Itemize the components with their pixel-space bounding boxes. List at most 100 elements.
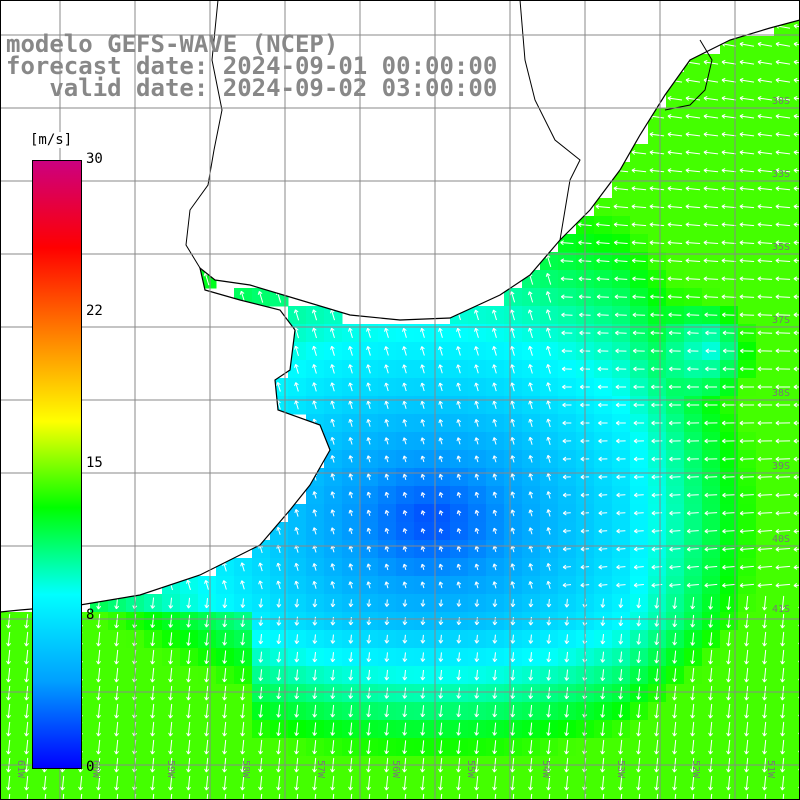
- wind-arrow: [527, 327, 533, 339]
- lon-label: 51W: [765, 760, 776, 779]
- wind-arrow: [757, 312, 773, 318]
- wind-arrow: [402, 327, 407, 338]
- wind-arrow: [561, 312, 573, 318]
- wind-arrow: [597, 348, 609, 354]
- wind-arrow: [329, 309, 336, 321]
- wind-arrow: [649, 204, 665, 209]
- wind-arrow: [384, 400, 389, 409]
- wind-arrow: [596, 294, 609, 300]
- wind-arrow: [793, 95, 800, 101]
- wind-arrow: [632, 294, 646, 300]
- wind-arrow: [474, 346, 479, 356]
- wind-arrow: [474, 382, 479, 392]
- wind-arrow: [739, 59, 755, 65]
- wind-arrow: [703, 95, 719, 101]
- wind-arrow: [633, 384, 645, 390]
- wind-arrow: [613, 204, 629, 209]
- wind-arrow: [474, 327, 479, 338]
- wind-arrow: [438, 382, 443, 392]
- wind-arrow: [775, 77, 791, 83]
- wind-arrow: [793, 312, 800, 318]
- wind-arrow: [757, 366, 773, 372]
- wind-arrow: [757, 168, 773, 173]
- wind-arrow: [687, 348, 699, 354]
- wind-arrow: [704, 312, 718, 318]
- wind-arrow: [703, 294, 719, 300]
- wind-arrow: [509, 309, 516, 321]
- wind-arrow: [527, 309, 534, 321]
- wind-arrow: [687, 330, 699, 336]
- wind-arrow: [597, 330, 609, 336]
- lon-label: 57W: [315, 760, 326, 779]
- wind-arrow: [667, 186, 683, 191]
- wind-arrow: [545, 309, 552, 321]
- wind-arrow: [561, 366, 572, 372]
- wind-arrow: [649, 150, 665, 155]
- wind-arrow: [685, 77, 701, 83]
- wind-arrow: [793, 348, 800, 354]
- lon-label: 59W: [165, 760, 176, 779]
- wind-arrow: [775, 168, 791, 173]
- wind-arrow: [722, 330, 736, 336]
- wind-arrow: [757, 41, 773, 47]
- wind-arrow: [739, 95, 755, 101]
- wind-arrow: [615, 348, 627, 354]
- wind-arrow: [685, 258, 701, 264]
- wind-arrow: [793, 276, 800, 282]
- wind-arrow: [257, 290, 264, 303]
- lat-label: 33S: [772, 169, 790, 180]
- wind-arrow: [510, 327, 515, 338]
- wind-arrow: [631, 168, 647, 173]
- wind-arrow: [757, 294, 773, 300]
- wind-arrow: [312, 382, 317, 392]
- wind-arrow: [632, 330, 645, 336]
- wind-arrow: [721, 113, 737, 119]
- wind-arrow: [703, 168, 719, 173]
- wind-arrow: [631, 186, 647, 191]
- wind-arrow: [402, 400, 407, 409]
- wind-arrows: [6, 5, 800, 800]
- lon-label: 53W: [615, 760, 626, 779]
- wind-cell: [792, 180, 800, 199]
- wind-arrow: [667, 132, 683, 137]
- wind-arrow: [775, 59, 791, 65]
- wind-arrow: [561, 330, 573, 336]
- wind-arrow: [739, 258, 755, 264]
- wind-arrow: [528, 345, 533, 356]
- wind-arrow: [366, 400, 371, 410]
- wind-arrow: [667, 113, 683, 119]
- wind-arrow: [348, 327, 353, 338]
- colorbar-tick-0: 0: [86, 759, 95, 775]
- wind-arrow: [722, 348, 735, 354]
- wind-cell: [792, 666, 800, 685]
- wind-arrow: [703, 240, 719, 246]
- wind-arrow: [721, 59, 737, 65]
- wind-arrow: [294, 363, 299, 374]
- wind-arrow: [614, 294, 628, 300]
- wind-arrow: [775, 384, 791, 390]
- wind-arrow: [560, 258, 574, 264]
- wind-arrow: [703, 186, 719, 191]
- wind-arrow: [757, 204, 773, 209]
- wind-arrow: [384, 364, 389, 374]
- wind-arrow: [456, 382, 461, 392]
- wind-cell: [792, 198, 800, 217]
- wind-arrow: [420, 327, 425, 338]
- wind-arrow: [775, 186, 791, 191]
- wind-arrow: [438, 346, 443, 356]
- wind-arrow: [402, 364, 407, 374]
- wind-arrow: [685, 95, 701, 101]
- wind-arrow: [775, 258, 791, 264]
- wind-cell: [792, 648, 800, 667]
- wind-cell: [792, 774, 800, 793]
- wind-arrow: [757, 276, 773, 282]
- wind-arrow: [615, 384, 627, 390]
- wind-arrow: [330, 345, 335, 356]
- wind-arrow: [420, 382, 425, 392]
- wind-arrow: [348, 364, 353, 374]
- lon-label: 58W: [240, 760, 251, 779]
- wind-arrow: [703, 150, 719, 155]
- wind-arrow: [631, 240, 646, 246]
- wind-arrow: [667, 258, 683, 264]
- wind-arrow: [438, 364, 443, 374]
